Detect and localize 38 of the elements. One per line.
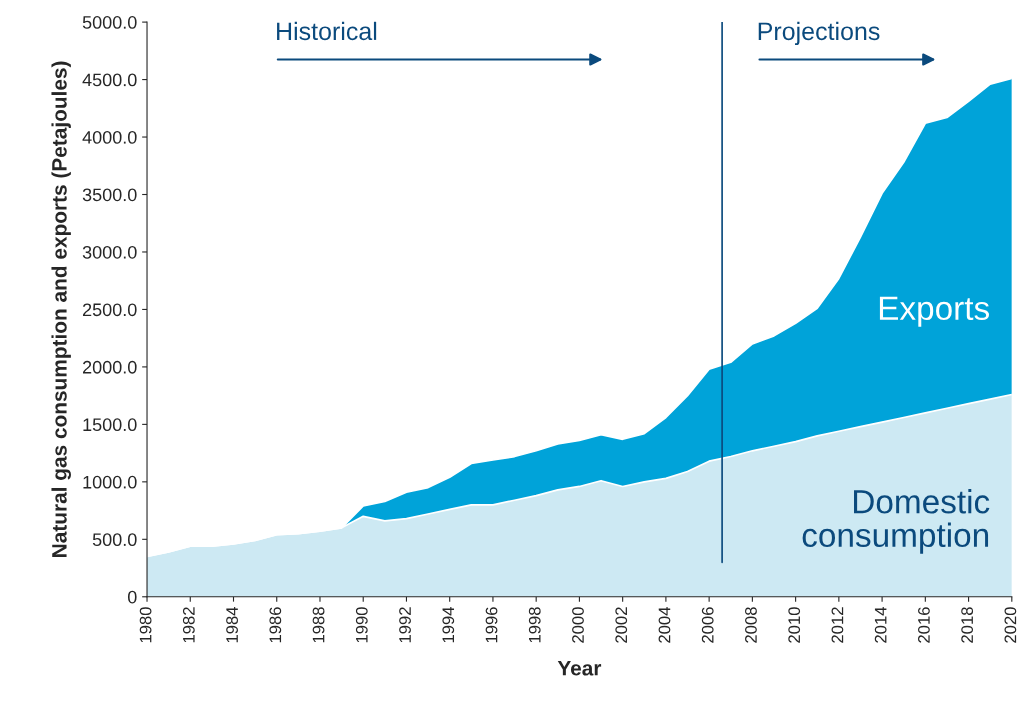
x-tick-label: 1994	[442, 606, 455, 643]
x-tick-label: 2008	[745, 607, 757, 643]
y-tick-label: 500.0	[92, 533, 137, 547]
y-tick-label: 4500.0	[82, 73, 137, 87]
y-tick-label: 1000.0	[83, 475, 137, 489]
y-tick-label: 4000.0	[82, 130, 137, 144]
y-tick-label: 0	[127, 590, 137, 604]
y-tick-label: 3000.0	[82, 245, 137, 259]
y-tick-label: 3500.0	[82, 188, 137, 202]
series-label: Exports	[879, 296, 989, 327]
x-tick-label: 1980	[139, 607, 152, 643]
x-tick-label: 1986	[269, 607, 282, 643]
x-tick-label: 1998	[528, 607, 541, 643]
annotation: Historical	[277, 21, 377, 41]
x-tick-label: 2012	[831, 607, 844, 643]
annotation: Projections	[758, 21, 880, 46]
x-tick-label: 2020	[1004, 607, 1017, 643]
x-tick-label: 1996	[485, 607, 498, 643]
x-tick-label: 2018	[961, 607, 974, 643]
x-tick-label: 2006	[701, 607, 714, 643]
series-label: Domestic consumption	[802, 489, 990, 554]
x-axis-title: Year	[557, 661, 602, 676]
x-tick-label: 2000	[572, 607, 584, 643]
x-tick-label: 1990	[355, 607, 368, 643]
x-tick-label: 2014	[874, 606, 887, 643]
x-tick-label: 1982	[182, 607, 195, 643]
y-tick-label: 2500.0	[82, 303, 137, 317]
x-tick-label: 2004	[658, 606, 671, 643]
x-tick-label: 1984	[226, 606, 238, 643]
x-tick-label: 1988	[312, 607, 325, 643]
x-tick-label: 2016	[918, 607, 930, 643]
x-tick-label: 2010	[788, 607, 801, 643]
x-tick-label: 1992	[399, 607, 411, 643]
y-tick-label: 2000.0	[82, 360, 137, 374]
y-tick-label: 1500.0	[83, 418, 137, 432]
x-tick-label: 2002	[615, 607, 628, 643]
y-tick-label: 5000.0	[82, 16, 137, 29]
y-axis-title: Natural gas consumption and exports (Petajoules)	[51, 61, 71, 557]
